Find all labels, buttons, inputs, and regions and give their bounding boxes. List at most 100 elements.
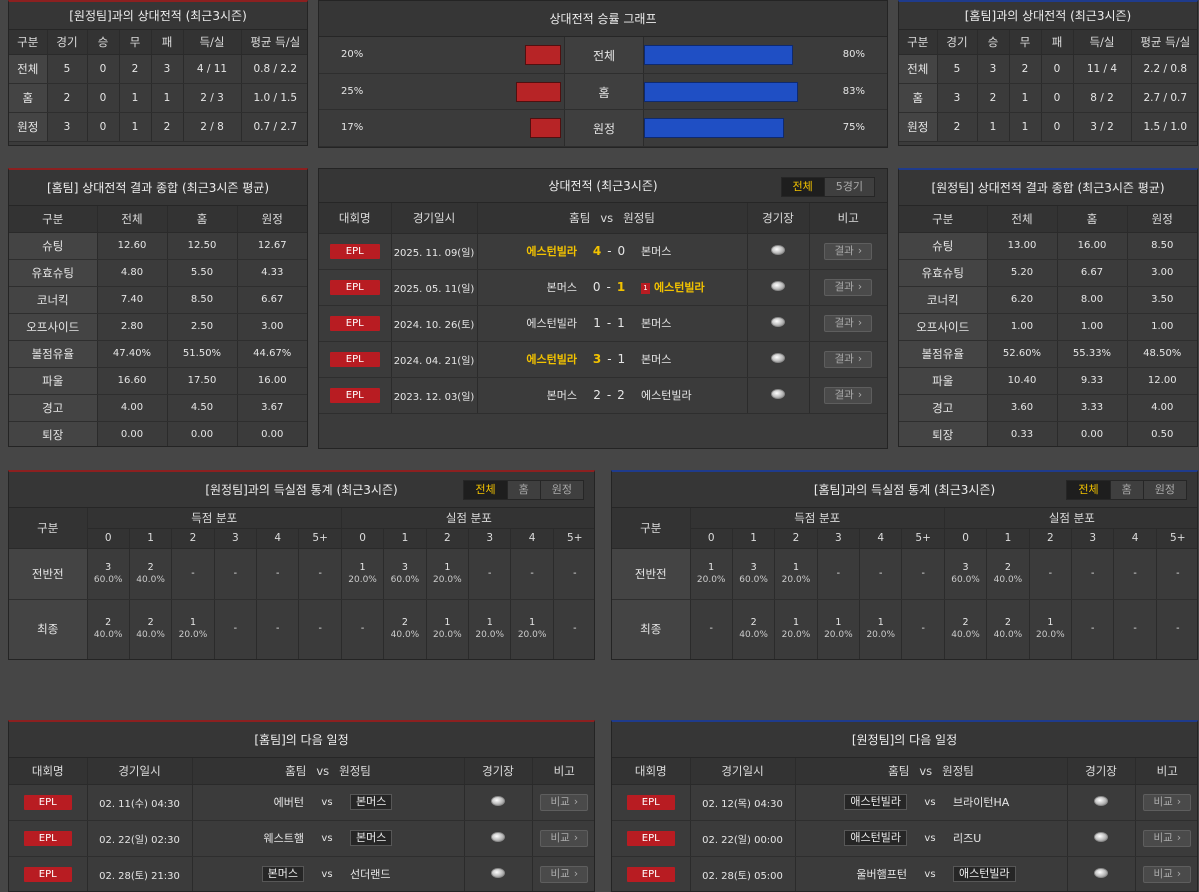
table-row: 슈팅 13.00 16.00 8.50 (899, 232, 1197, 260)
tab-home[interactable]: 홈 (506, 481, 540, 499)
cell-value: 4.00 (1127, 394, 1197, 422)
table-row: 전반전 3 60.0% 2 40.0% - - - -1 20.0% 3 60.0% 1 20.0% - - - (9, 548, 594, 600)
away-summary-title: [원정팀] 상대전적 결과 종합 (최근3시즌 평균) (899, 170, 1197, 206)
graph-row: 20% 전체 80% (319, 37, 887, 74)
distribution-cell: - (859, 548, 903, 600)
graph-row: 17% 원정 75% (319, 110, 887, 147)
home-score: 0 (592, 280, 601, 294)
away-h2h-panel: [원정팀]과의 상대전적 (최근3시즌) 구분 경기 승 무 패 득/실 평균 득/실 전체 5… (8, 0, 308, 146)
result-button[interactable]: 결과 › (824, 350, 873, 368)
count: - (1133, 567, 1137, 579)
vs-label: vs (310, 820, 344, 857)
distribution-cell: - (171, 548, 215, 600)
bucket-header: 1 (732, 528, 776, 549)
league-cell: EPL (9, 784, 88, 821)
cell-value: 0.7 / 2.7 (241, 112, 307, 142)
cell-value: 2 (119, 54, 152, 84)
percent: 20.0% (433, 574, 462, 585)
result-button[interactable]: 결과 › (824, 314, 873, 332)
home-team: 본머스 (477, 377, 581, 414)
tab-last-5[interactable]: 5경기 (823, 178, 874, 196)
h2h-results-panel: 상대전적 (최근3시즌) 전체 5경기 대회명 경기일시 홈팀 vs 원정팀 경기장 비고 E… (318, 168, 888, 449)
compare-button-label: 비교 (1153, 795, 1173, 808)
column-header: 패 (1041, 30, 1074, 55)
cell-value: 1 (151, 83, 184, 113)
header-row: 대회명 경기일시 홈팀 vs 원정팀 경기장 비고 (319, 203, 887, 234)
cell-value: 4 / 11 (183, 54, 242, 84)
percent: 60.0% (951, 574, 980, 585)
score: 3-1 (581, 341, 637, 378)
compare-button[interactable]: 비교 › (1143, 793, 1192, 811)
compare-button[interactable]: 비교 › (1143, 829, 1192, 847)
bucket-header: 4 (859, 528, 903, 549)
away-header: 원정팀 (623, 210, 655, 225)
cell-value: 1.5 / 1.0 (1131, 112, 1197, 142)
away-goal-stats-title: [원정팀]과의 득실점 통계 (최근3시즌) (205, 483, 398, 497)
bucket-row: 0 1 2 3 4 5+ 0 1 2 3 4 5+ (612, 528, 1197, 549)
compare-button[interactable]: 비교 › (1143, 865, 1192, 883)
distribution-cell: 3 60.0% (87, 548, 130, 600)
result-button[interactable]: 결과 › (824, 242, 873, 260)
column-header: 승 (87, 30, 120, 55)
row-label: 슈팅 (899, 232, 988, 260)
count: 3 (401, 561, 408, 573)
league-badge: EPL (626, 794, 675, 810)
category-cell (564, 73, 644, 109)
stadium-icon (1094, 795, 1109, 806)
league-badge: EPL (23, 794, 72, 810)
column-header: 무 (119, 30, 152, 55)
cell-value: 48.50% (1127, 340, 1197, 368)
table-row: 오프사이드 1.00 1.00 1.00 (899, 313, 1197, 341)
percent: 40.0% (136, 630, 165, 640)
match-row: EPL 2023. 12. 03(일) 본머스 2-2 에스턴빌라 결과 › (319, 377, 887, 414)
away-team-cell: 본머스 (344, 820, 465, 857)
tab-away[interactable]: 원정 (539, 481, 583, 499)
distribution-cell: - (214, 548, 258, 600)
venue-cell (747, 341, 810, 378)
count: 2 (147, 561, 154, 573)
compare-button[interactable]: 비교 › (540, 865, 589, 883)
tab-home[interactable]: 홈 (1109, 481, 1143, 499)
cell-value: 0 (1041, 83, 1074, 113)
table-row: 경고 4.00 4.50 3.67 (9, 394, 307, 422)
tab-all[interactable]: 전체 (781, 178, 824, 196)
match-date: 2024. 10. 26(토) (391, 305, 478, 342)
compare-button[interactable]: 비교 › (540, 793, 589, 811)
note-cell: 비교 › (1135, 856, 1197, 891)
away-team-cell: 본머스 (637, 341, 748, 378)
away-team-cell: 본머스 (344, 784, 465, 821)
score: 2-2 (581, 377, 637, 414)
count: 2 (147, 617, 154, 628)
right-percent: 83% (842, 85, 865, 97)
league-badge: EPL (329, 243, 380, 259)
tab-all[interactable]: 전체 (1067, 481, 1110, 499)
compare-button[interactable]: 비교 › (540, 829, 589, 847)
home-team: 애스턴빌라 (844, 794, 907, 810)
home-next-schedule-title: [홈팀]의 다음 일정 (9, 722, 594, 758)
home-team-cell: 애스턴빌라 (795, 784, 913, 821)
percent: 20.0% (781, 574, 811, 585)
compare-button-label: 비교 (550, 795, 570, 808)
graph-row: 25% 홈 83% (319, 73, 887, 110)
conceded-header: 실점 분포 (944, 508, 1197, 529)
away-team-cell: 본머스 (637, 305, 748, 342)
league-badge: EPL (329, 387, 380, 403)
percent: 20.0% (824, 630, 853, 640)
distribution-cell: 1 20.0% (859, 599, 903, 659)
away-score: 2 (617, 388, 625, 402)
table-row: 슈팅 12.60 12.50 12.67 (9, 232, 307, 260)
tab-all[interactable]: 전체 (464, 481, 507, 499)
cell-value: 5.50 (167, 259, 238, 287)
column-header: 구분 (9, 508, 88, 549)
result-button[interactable]: 결과 › (824, 278, 873, 296)
match-row: EPL 2025. 05. 11(일) 본머스 0-1 1 에스턴빌라 결과 › (319, 269, 887, 306)
row-label: 유효슈팅 (9, 259, 98, 287)
row-label: 볼점유율 (899, 340, 988, 368)
away-team: 본머스 (641, 245, 672, 258)
distribution-cell: - (341, 599, 385, 659)
cell-value: 55.33% (1057, 340, 1128, 368)
home-header: 홈팀 (569, 210, 591, 225)
result-button[interactable]: 결과 › (824, 386, 873, 404)
column-header: 평균 득/실 (1131, 30, 1197, 55)
tab-away[interactable]: 원정 (1142, 481, 1186, 499)
